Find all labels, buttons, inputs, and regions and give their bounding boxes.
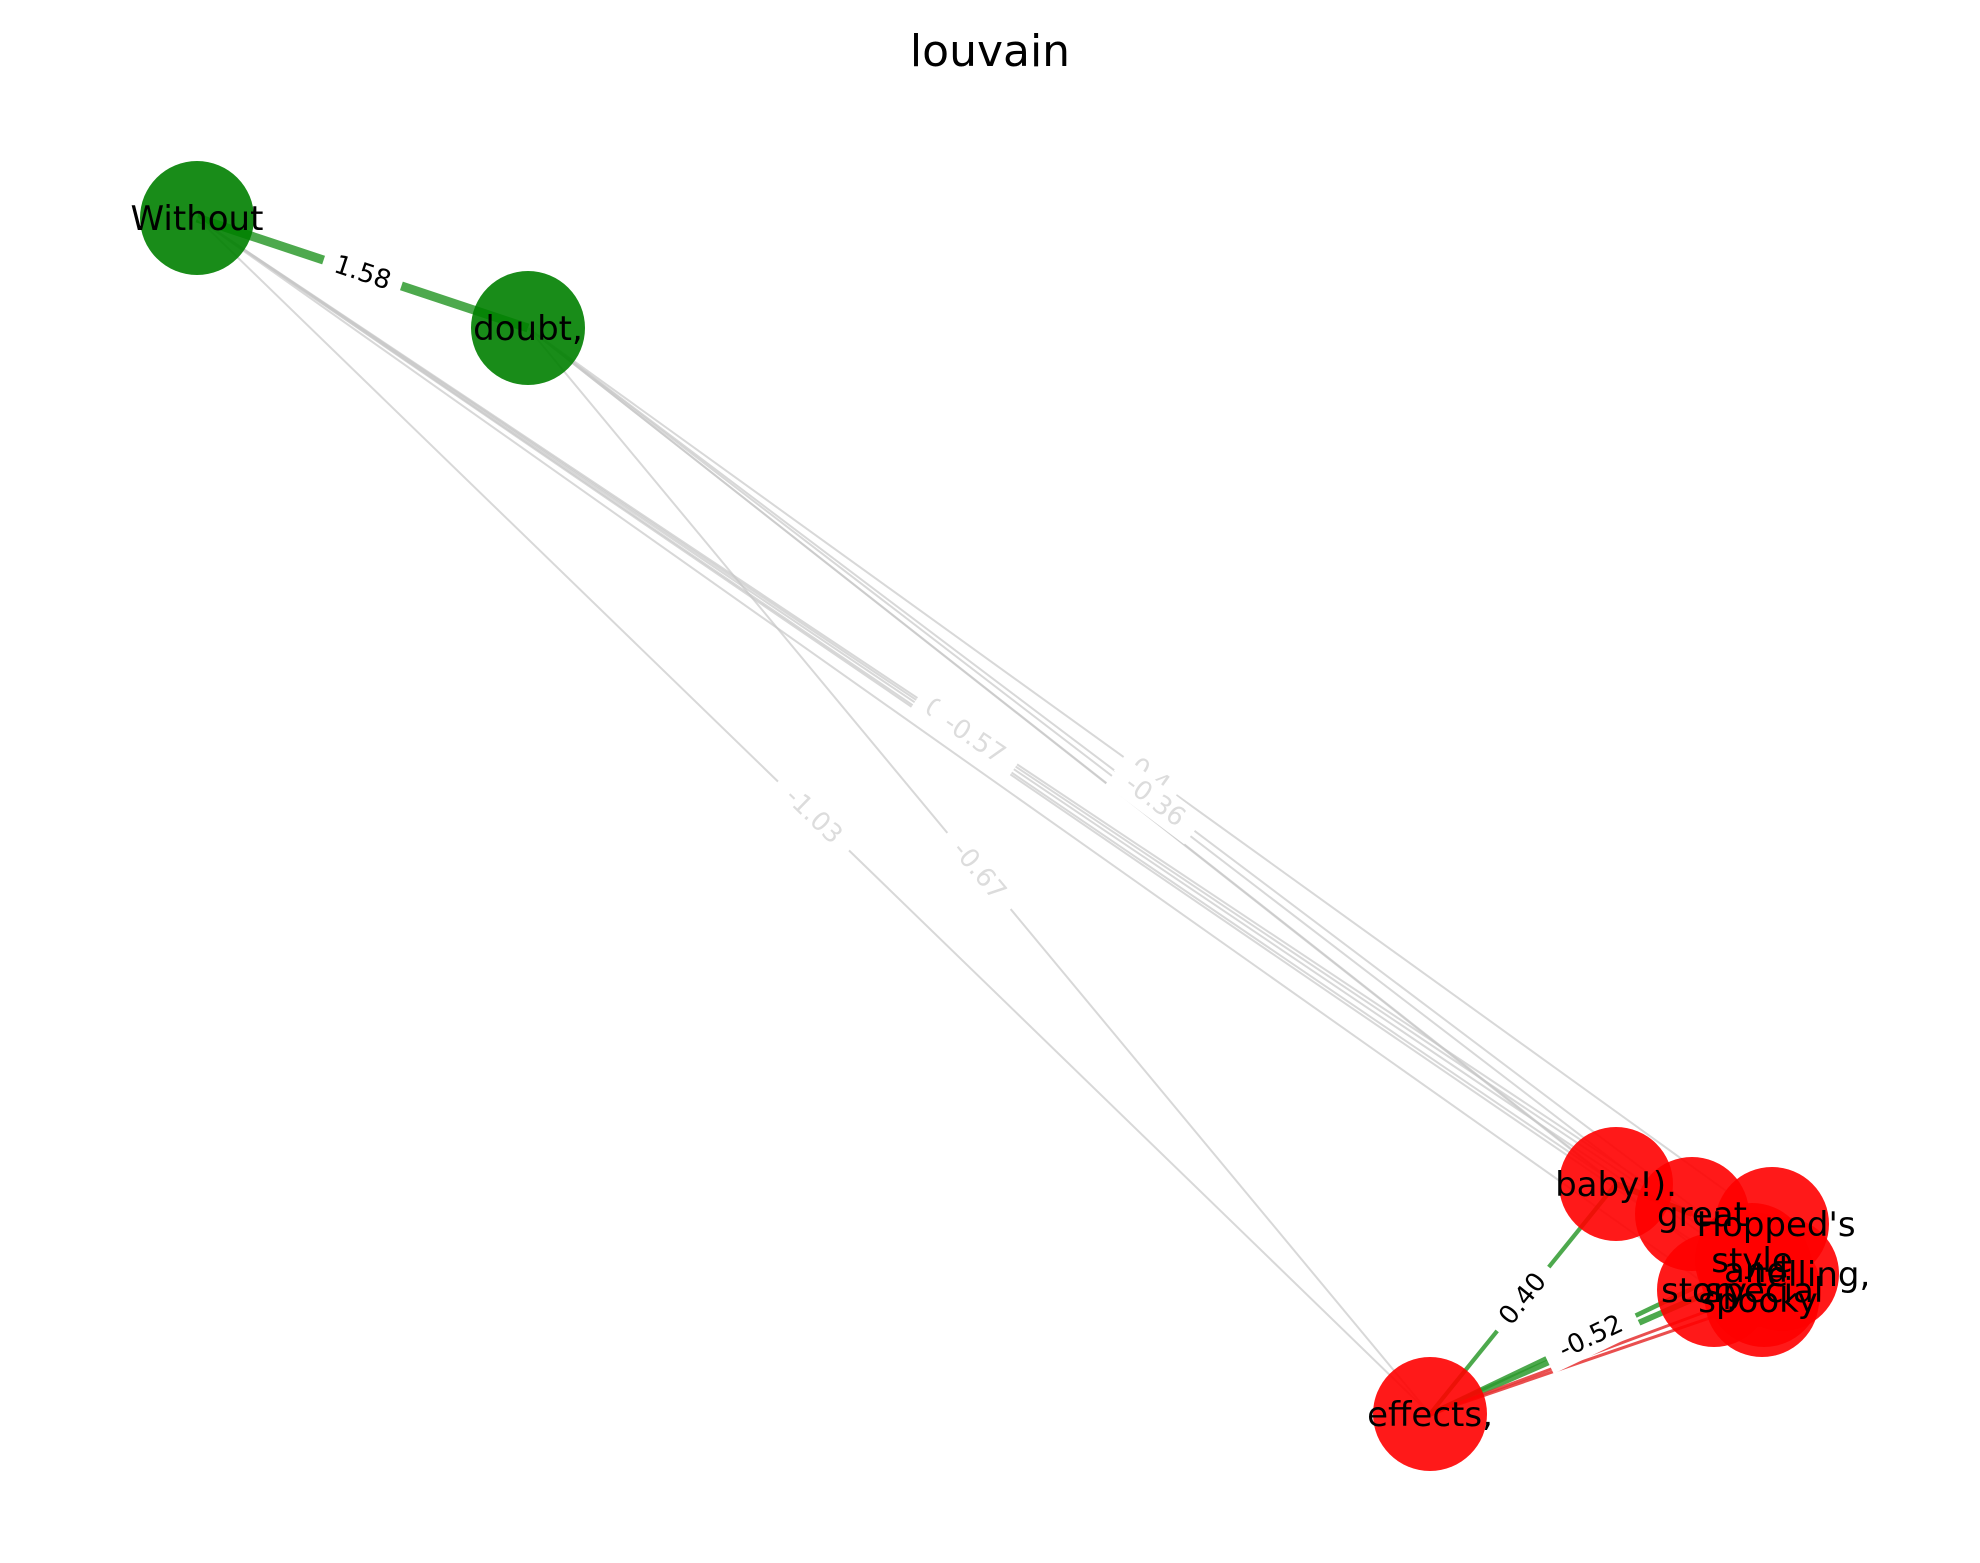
node-without — [140, 161, 254, 275]
node-label-special: special — [1705, 1271, 1824, 1311]
edge-label-bg — [318, 243, 407, 303]
node-label-doubt: doubt, — [473, 309, 583, 349]
edge-label-group: -1.03 — [766, 769, 861, 863]
edge-label-bg — [923, 697, 1026, 781]
node-label-hopped: Hopped's — [1696, 1205, 1855, 1245]
edge-without-story — [196, 217, 1715, 1291]
graph-title: louvain — [910, 26, 1070, 77]
node-labels-layer: Without doubt, baby!).greatHopped'sstylean… — [131, 199, 1871, 1435]
edges-layer — [195, 213, 1783, 1417]
nodes-layer — [140, 161, 1839, 1471]
node-label-telling: telling, — [1754, 1255, 1871, 1295]
node-label-effects: effects, — [1367, 1395, 1493, 1435]
edge-label-bg — [934, 822, 1024, 920]
node-label-style: style — [1711, 1241, 1793, 1281]
edge-labels-layer: 1.580.8-0.57-1.030.4-0.36-0.670.40-0.52 — [318, 243, 1643, 1374]
edge-label-bg — [1105, 757, 1205, 845]
edge-label-bg — [766, 769, 861, 863]
edge-label-bg — [1539, 1300, 1643, 1374]
node-effects — [1373, 1357, 1487, 1471]
node-spooky — [1705, 1243, 1819, 1357]
node-label-spooky: spooky — [1698, 1281, 1818, 1321]
node-label-great: great — [1657, 1195, 1747, 1235]
edge-label-group: -0.52 — [1539, 1300, 1643, 1374]
edge-label-bg — [1484, 1256, 1562, 1342]
edge-label-group: -0.67 — [934, 822, 1024, 920]
node-label-baby: baby!). — [1555, 1165, 1677, 1205]
node-label-and: and — [1724, 1251, 1788, 1291]
node-doubt — [471, 271, 585, 385]
edge-label-group: 1.58 — [318, 243, 407, 303]
edge-label-group: 0.40 — [1484, 1256, 1562, 1342]
edge-label: -0.52 — [1554, 1309, 1628, 1365]
node-label-story: story — [1661, 1271, 1747, 1311]
node-label-without: Without — [131, 199, 264, 239]
